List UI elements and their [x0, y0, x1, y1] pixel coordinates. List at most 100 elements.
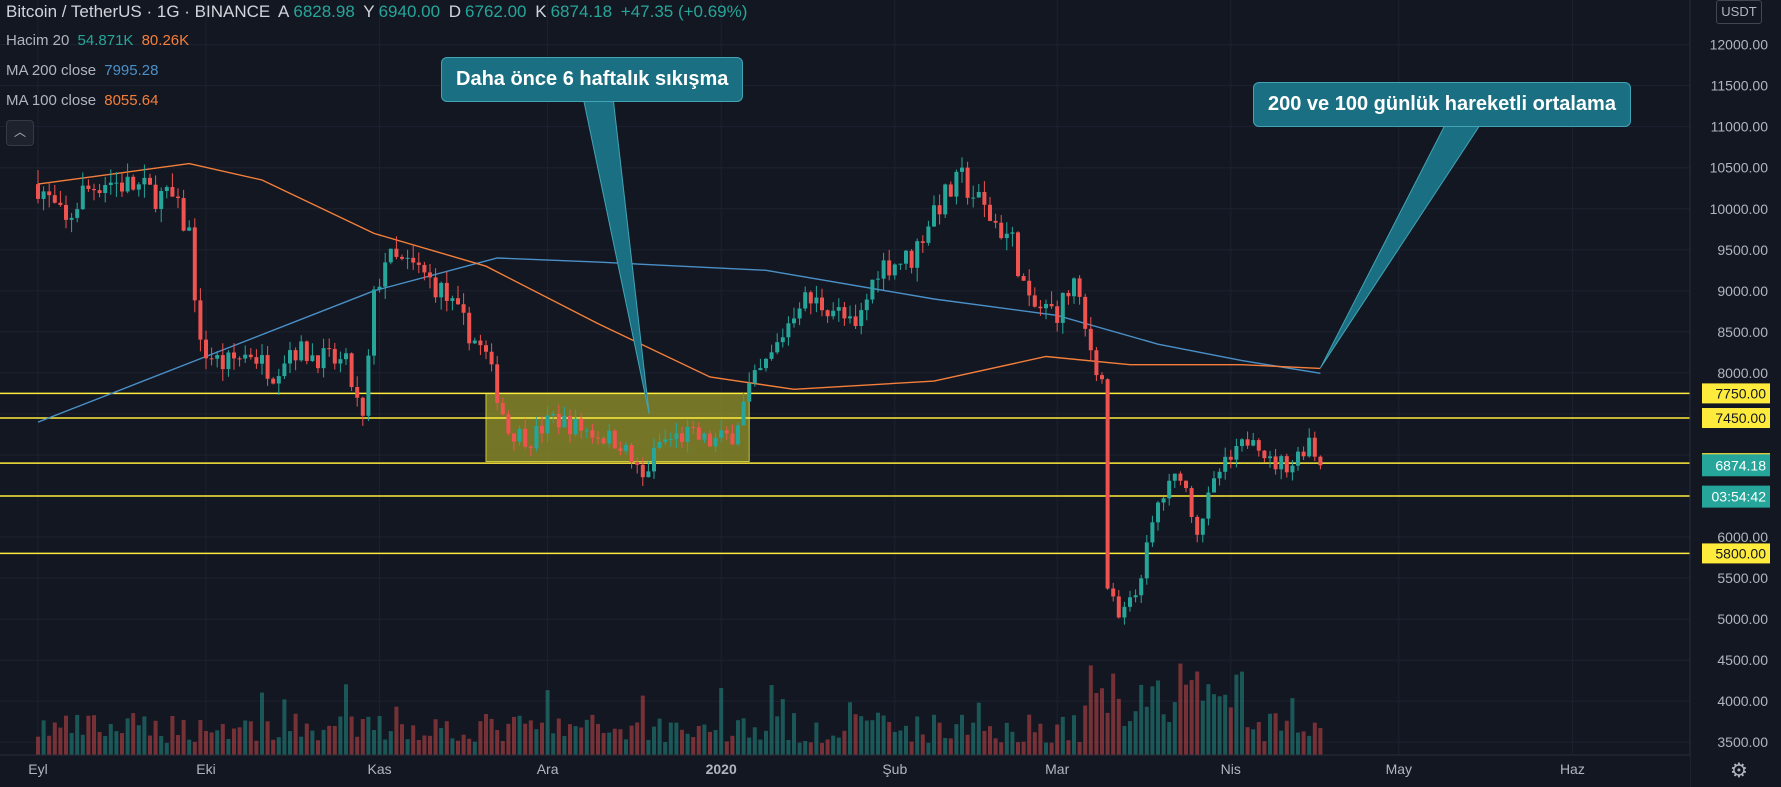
volume-bar: [831, 735, 836, 755]
candle-body: [1318, 456, 1323, 466]
volume-bar: [1144, 706, 1149, 755]
volume-bar: [164, 742, 169, 755]
candle-body: [444, 282, 449, 301]
candle-body: [1284, 456, 1289, 473]
volume-bar: [960, 714, 964, 755]
candle-body: [512, 433, 516, 442]
candle-body: [797, 308, 802, 319]
volume-bar: [226, 738, 231, 755]
candle-body: [971, 197, 976, 199]
candle-body: [943, 184, 948, 215]
volume-bar: [1195, 671, 1200, 755]
currency-label[interactable]: USDT: [1716, 0, 1762, 24]
ma100-line: [37, 162, 1321, 391]
candle-body: [321, 348, 326, 369]
candle-body: [411, 257, 416, 263]
volume-bar: [780, 699, 785, 755]
candle-body: [982, 191, 987, 205]
volume-bar: [416, 739, 421, 755]
candle-body: [1122, 606, 1127, 618]
candle-body: [332, 348, 337, 364]
volume-bar: [775, 716, 780, 755]
candle-body: [58, 202, 63, 205]
candle-body: [131, 176, 136, 190]
indicator-ma100[interactable]: MA 100 close 8055.64: [6, 92, 162, 109]
volume-bar: [792, 713, 796, 755]
volume-bar: [1296, 732, 1300, 755]
indicator-value: 7995.28: [104, 62, 159, 79]
volume-bar: [993, 738, 998, 755]
price-tick-label: 4000.00: [1717, 693, 1768, 709]
volume-bar: [1044, 742, 1048, 755]
candle-body: [355, 387, 360, 398]
volume-bar: [1122, 726, 1127, 755]
price-tick-label: 3500.00: [1717, 734, 1768, 750]
candle-body: [159, 190, 164, 209]
level-tag: [1702, 543, 1770, 564]
candle-body: [377, 286, 382, 290]
candle-body: [316, 355, 320, 369]
indicator-volume[interactable]: Hacim 20 54.871K 80.26K: [6, 32, 193, 49]
indicator-ma200[interactable]: MA 200 close 7995.28: [6, 62, 162, 79]
volume-bar: [1167, 722, 1172, 755]
volume-bar: [915, 716, 920, 755]
volume-bar: [1234, 674, 1239, 755]
volume-bar: [159, 735, 164, 755]
volume-bar: [92, 715, 96, 755]
price-tick-label: 9500.00: [1717, 242, 1768, 258]
volume-bar: [394, 706, 399, 755]
candle-body: [1128, 597, 1132, 607]
candle-body: [1296, 451, 1300, 466]
volume-bar: [1240, 671, 1244, 755]
candle-body: [551, 413, 556, 416]
volume-bar: [652, 726, 656, 755]
chevron-up-icon[interactable]: ︿: [6, 120, 34, 146]
candle-body: [803, 292, 808, 309]
candle-body: [1139, 578, 1144, 596]
candle-body: [450, 298, 455, 301]
volume-bar: [1100, 688, 1104, 755]
volume-bar: [551, 733, 556, 755]
volume-bar: [596, 723, 600, 755]
candle-body: [1161, 498, 1166, 503]
volume-bar: [131, 713, 136, 755]
volume-bar: [1055, 724, 1060, 755]
price-tick-label: 6000.00: [1717, 529, 1768, 545]
candle-body: [960, 167, 964, 172]
level-tag-label: 7750.00: [1715, 385, 1766, 401]
candle-body: [1010, 232, 1015, 234]
volume-bar: [590, 714, 595, 755]
candle-body: [1206, 492, 1211, 519]
volume-bar: [1032, 732, 1037, 755]
time-tick-label: Şub: [882, 761, 907, 777]
symbol-title[interactable]: Bitcoin / TetherUS · 1G · BINANCE: [6, 2, 271, 21]
candle-body: [993, 220, 998, 223]
candle-body: [1228, 456, 1233, 460]
candle-body: [713, 437, 718, 447]
candle-body: [120, 182, 124, 192]
time-tick-label: 2020: [706, 761, 737, 777]
candle-body: [226, 352, 231, 370]
volume-bar: [1206, 684, 1211, 755]
candle-body: [932, 205, 936, 227]
candle-body: [467, 312, 472, 344]
candle-body: [915, 241, 920, 268]
volume-bar: [965, 734, 970, 755]
candle-body: [276, 376, 281, 384]
price-tick-label: 12000.00: [1710, 37, 1769, 53]
candle-body: [1072, 278, 1076, 297]
volume-bar: [1066, 740, 1071, 755]
volume-bar: [674, 722, 679, 755]
volume-bar: [825, 739, 830, 755]
volume-bar: [47, 735, 52, 755]
volume-bar: [1307, 735, 1312, 755]
candle-body: [1038, 306, 1043, 309]
candle-body: [1133, 595, 1138, 598]
volume-bar: [472, 741, 477, 755]
candle-body: [892, 264, 897, 276]
candle-body: [1279, 456, 1284, 470]
volume-bar: [1139, 684, 1144, 755]
candle-body: [629, 444, 634, 463]
gear-icon[interactable]: ⚙: [1730, 760, 1748, 782]
